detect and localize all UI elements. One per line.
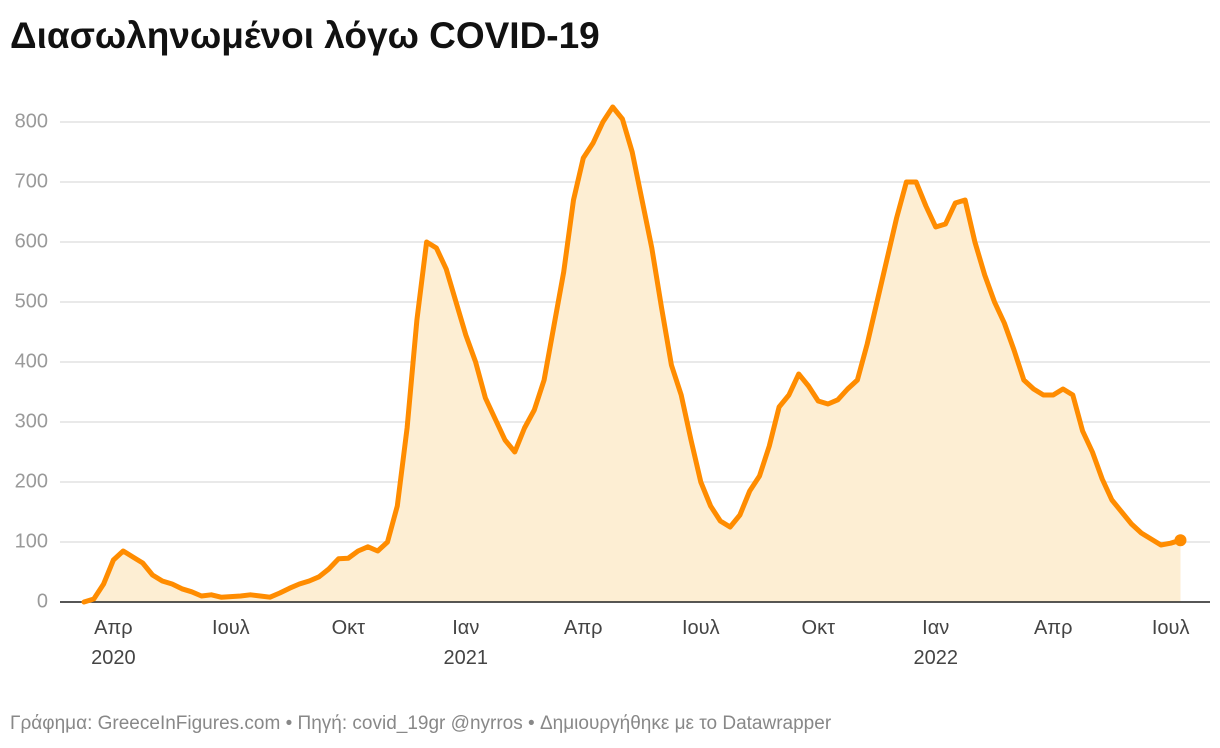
x-tick-label: Ιουλ bbox=[682, 617, 720, 639]
y-tick-label: 600 bbox=[15, 230, 48, 252]
x-tick-label: Ιουλ bbox=[212, 617, 250, 639]
x-tick-label: Απρ 2020 bbox=[91, 617, 136, 669]
y-tick-label: 800 bbox=[15, 110, 48, 132]
y-tick-label: 400 bbox=[15, 350, 48, 372]
line bbox=[81, 104, 1183, 605]
y-tick-label: 0 bbox=[37, 590, 48, 612]
x-tick-label: Ιαν 2021 bbox=[444, 617, 489, 669]
x-tick-label: Οκτ bbox=[332, 617, 366, 639]
y-tick-label: 500 bbox=[15, 290, 48, 312]
x-tick-label: Απρ bbox=[564, 617, 603, 639]
x-tick-label: Ιαν 2022 bbox=[913, 617, 958, 669]
y-tick-label: 700 bbox=[15, 170, 48, 192]
footer: Γράφημα: GreeceInFigures.com • Πηγή: cov… bbox=[10, 713, 832, 734]
x-tick-label: Απρ bbox=[1034, 617, 1073, 639]
y-tick-label: 300 bbox=[15, 410, 48, 432]
x-tick-label: Οκτ bbox=[802, 617, 836, 639]
x-tick-label: Ιουλ bbox=[1152, 617, 1190, 639]
area bbox=[84, 107, 1181, 602]
y-tick-label: 100 bbox=[15, 530, 48, 552]
chart-title: Διασωληνωμένοι λόγω COVID-19 bbox=[10, 15, 600, 56]
end-dot bbox=[1174, 534, 1187, 547]
y-tick-label: 200 bbox=[15, 470, 48, 492]
